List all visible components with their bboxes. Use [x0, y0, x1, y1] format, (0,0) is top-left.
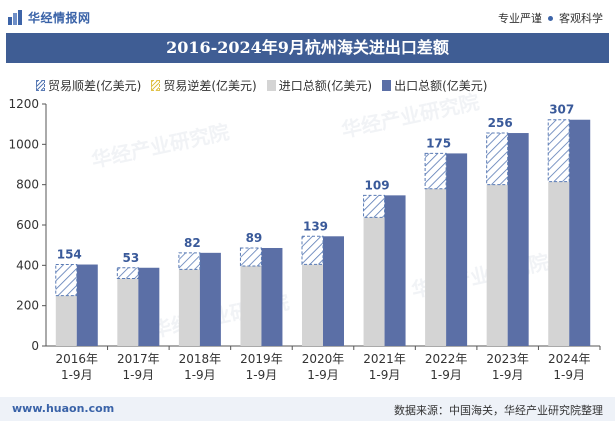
- y-tick-label: 1000: [8, 137, 39, 151]
- surplus-value-label: 256: [488, 116, 513, 130]
- x-tick-label: 2021年: [363, 352, 406, 366]
- export-bar: [138, 267, 160, 346]
- chart-title: 2016-2024年9月杭州海关进出口差额: [6, 33, 609, 63]
- x-tick-label: 1-9月: [369, 368, 401, 382]
- chart-legend: 贸易顺差(亿美元) 贸易逆差(亿美元) 进口总额(亿美元) 出口总额(亿美元): [36, 77, 488, 94]
- legend-label-import: 进口总额(亿美元): [278, 79, 373, 93]
- x-tick-label: 2017年: [117, 352, 160, 366]
- x-tick-label: 1-9月: [246, 368, 278, 382]
- bar-chart-icon: [8, 10, 23, 25]
- legend-item-import: 进口总额(亿美元): [266, 77, 373, 94]
- y-tick-label: 0: [31, 339, 39, 353]
- x-tick-label: 1-9月: [61, 368, 93, 382]
- footer-source: 数据来源：中国海关，华经产业研究院整理: [394, 404, 603, 417]
- x-tick-label: 2018年: [179, 352, 222, 366]
- surplus-bar: [239, 247, 262, 267]
- import-bar: [302, 264, 323, 346]
- x-tick-label: 2024年: [548, 352, 591, 366]
- legend-swatch-import: [266, 80, 276, 91]
- y-tick-label: 200: [16, 299, 39, 313]
- surplus-bar: [486, 132, 509, 186]
- x-tick-label: 1-9月: [307, 368, 339, 382]
- export-bar: [507, 133, 529, 346]
- footer: www.huaon.com 数据来源：中国海关，华经产业研究院整理: [0, 397, 615, 421]
- x-tick-label: 2023年: [486, 352, 529, 366]
- import-bar: [548, 181, 570, 346]
- bullet-icon: [548, 15, 553, 21]
- surplus-value-label: 82: [184, 236, 201, 250]
- y-tick-label: 1200: [8, 97, 39, 111]
- surplus-value-label: 89: [246, 231, 263, 245]
- import-bar: [486, 184, 508, 346]
- x-tick-label: 1-9月: [430, 368, 462, 382]
- surplus-bar: [424, 152, 447, 190]
- export-bar: [384, 195, 406, 346]
- surplus-value-label: 53: [122, 251, 139, 265]
- x-tick-label: 1-9月: [123, 368, 155, 382]
- import-bar: [55, 295, 77, 346]
- footer-website: www.huaon.com: [12, 402, 115, 415]
- x-tick-label: 2020年: [302, 352, 345, 366]
- surplus-value-label: 175: [426, 136, 451, 150]
- surplus-value-label: 307: [549, 103, 574, 117]
- import-bar: [240, 265, 262, 346]
- legend-label-surplus: 贸易顺差(亿美元): [48, 79, 142, 93]
- surplus-bar: [116, 267, 139, 279]
- surplus-value-label: 139: [303, 219, 328, 233]
- top-bar: 华经情报网 专业严谨 客观科学: [0, 0, 615, 32]
- legend-label-export: 出口总额(亿美元): [394, 79, 488, 93]
- legend-swatch-deficit: [151, 80, 161, 91]
- import-bar: [363, 217, 385, 346]
- brand-logo: 华经情报网: [8, 9, 91, 26]
- import-bar: [425, 188, 447, 346]
- legend-item-deficit: 贸易逆差(亿美元): [151, 77, 257, 94]
- tagline: 专业严谨 客观科学: [498, 10, 603, 26]
- y-tick-label: 800: [16, 178, 39, 192]
- import-bar: [178, 269, 200, 346]
- legend-label-deficit: 贸易逆差(亿美元): [163, 79, 257, 93]
- y-tick-label: 400: [16, 258, 39, 272]
- export-bar: [76, 264, 98, 346]
- legend-swatch-surplus: [36, 80, 45, 91]
- bar-chart: 0 200 400 600 800 1000 1200 2016年 1-9月 2017年 1-9月 2…: [8, 97, 601, 382]
- y-tick-label: 600: [16, 218, 39, 232]
- legend-swatch-export: [382, 80, 392, 91]
- legend-item-surplus: 贸易顺差(亿美元): [36, 77, 141, 94]
- surplus-bar: [547, 119, 570, 183]
- brand-name: 华经情报网: [28, 11, 91, 25]
- export-bar: [569, 119, 591, 346]
- import-bar: [117, 278, 139, 346]
- export-bar: [261, 247, 283, 346]
- surplus-value-label: 154: [57, 248, 82, 262]
- x-tick-label: 2016年: [56, 352, 99, 366]
- x-tick-label: 1-9月: [184, 368, 216, 382]
- surplus-value-label: 109: [365, 178, 390, 192]
- x-tick-label: 2019年: [240, 352, 283, 366]
- tagline-left: 专业严谨: [498, 12, 542, 25]
- x-tick-label: 2022年: [425, 352, 468, 366]
- x-tick-label: 1-9月: [553, 368, 585, 382]
- export-bar: [323, 236, 344, 346]
- x-tick-label: 1-9月: [492, 368, 524, 382]
- legend-item-export: 出口总额(亿美元): [382, 77, 488, 94]
- tagline-right: 客观科学: [559, 12, 603, 25]
- surplus-bar: [55, 264, 78, 297]
- surplus-bar: [363, 194, 386, 218]
- export-bar: [446, 153, 468, 346]
- export-bar: [199, 252, 221, 346]
- surplus-bar: [301, 235, 324, 265]
- surplus-bar: [178, 252, 201, 270]
